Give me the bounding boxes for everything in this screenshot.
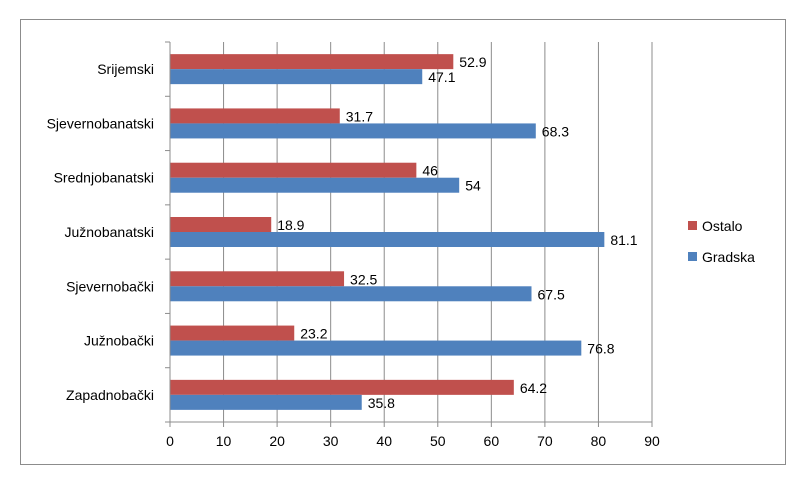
legend-swatch-gradska: [688, 252, 697, 261]
x-tick-label: 10: [216, 433, 232, 449]
bar-gradska: [170, 286, 532, 302]
bar-gradska: [170, 123, 536, 139]
data-label-gradska: 76.8: [587, 341, 614, 357]
bar-ostalo: [170, 325, 295, 341]
bar-ostalo: [170, 271, 345, 287]
bar-ostalo: [170, 54, 454, 70]
bar-ostalo: [170, 379, 514, 395]
data-label-ostalo: 23.2: [300, 326, 327, 342]
bar-gradska: [170, 69, 423, 85]
legend-label-gradska: Gradska: [702, 249, 755, 265]
data-label-gradska: 68.3: [542, 123, 569, 139]
x-tick-label: 40: [376, 433, 392, 449]
x-tick-label: 80: [591, 433, 607, 449]
category-label: Sjevernobački: [66, 278, 154, 294]
bar-ostalo: [170, 217, 272, 232]
x-tick-label: 20: [269, 433, 285, 449]
category-label: Južnobački: [84, 333, 154, 349]
data-label-ostalo: 64.2: [520, 380, 547, 396]
labels: 0 10 20 30 40 50 60 70 80 90 Srijemski 52.947.1 Sjev…: [47, 54, 660, 449]
data-label-ostalo: 18.9: [277, 217, 304, 233]
x-tick-label: 60: [484, 433, 500, 449]
x-tick-label: 70: [537, 433, 553, 449]
bar-ostalo: [170, 162, 417, 178]
legend-swatch-ostalo: [688, 221, 697, 230]
category-label: Južnobanatski: [64, 224, 154, 240]
axes: [165, 41, 653, 427]
category-label: Srijemski: [97, 61, 154, 77]
category-label: Sjevernobanatski: [47, 115, 154, 131]
data-label-ostalo: 31.7: [346, 108, 373, 124]
bar-gradska: [170, 177, 460, 193]
data-label-ostalo: 32.5: [350, 271, 377, 287]
x-tick-label: 90: [644, 433, 660, 449]
category-label: Zapadnobački: [66, 387, 154, 403]
data-label-ostalo: 52.9: [459, 54, 486, 70]
x-tick-label: 30: [323, 433, 339, 449]
data-label-gradska: 54: [465, 178, 481, 194]
legend: Ostalo Gradska: [688, 218, 755, 265]
bar-gradska: [170, 394, 362, 410]
data-label-gradska: 47.1: [428, 69, 455, 85]
data-label-gradska: 67.5: [538, 286, 565, 302]
bars: [170, 54, 605, 410]
legend-label-ostalo: Ostalo: [702, 218, 743, 234]
data-label-gradska: 81.1: [610, 232, 637, 248]
bar-gradska: [170, 232, 605, 247]
x-tick-label: 50: [430, 433, 446, 449]
x-tick-label: 0: [166, 433, 174, 449]
bar-ostalo: [170, 108, 340, 124]
data-label-ostalo: 46: [422, 163, 438, 179]
data-label-gradska: 35.8: [368, 395, 395, 411]
category-label: Srednjobanatski: [54, 170, 154, 186]
bar-gradska: [170, 340, 582, 356]
